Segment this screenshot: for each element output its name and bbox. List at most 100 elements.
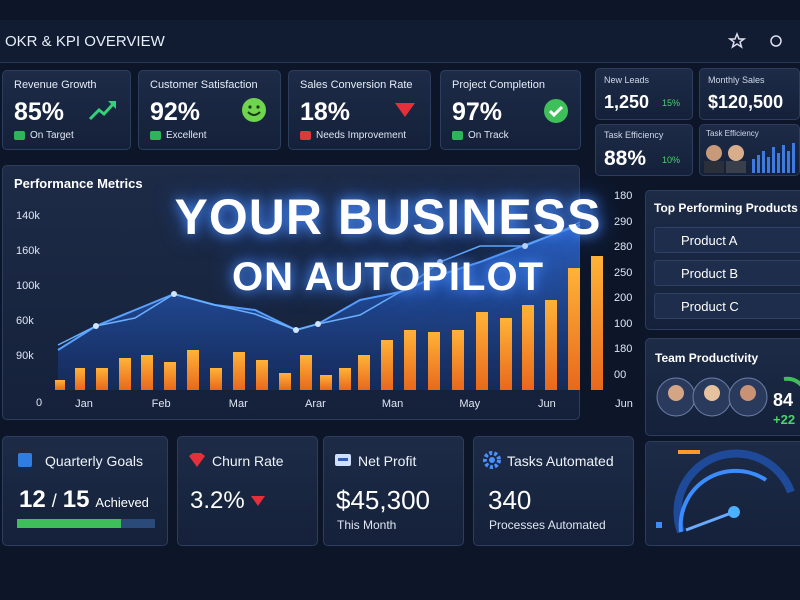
- kpi-status-text: Needs Improvement: [316, 130, 407, 141]
- goal-total: 15: [62, 486, 90, 513]
- headline: ON AUTOPILOT: [232, 255, 544, 299]
- panel-title: Performance Metrics: [14, 176, 143, 191]
- goal-note: Achieved: [95, 495, 149, 510]
- axis-label: Jun: [615, 398, 633, 410]
- down-icon: [395, 103, 415, 117]
- kpi-card: Revenue Growth 85% On Target: [2, 70, 131, 150]
- kpi-label: Customer Satisfaction: [150, 79, 258, 91]
- axis-label: 0: [36, 397, 43, 409]
- axis-label: Feb: [151, 398, 171, 410]
- card-label: Churn Rate: [212, 453, 284, 469]
- goal-sep: /: [51, 491, 57, 511]
- axis-label: Jun: [537, 398, 556, 410]
- gauge-panel: [645, 441, 800, 546]
- axis-label: 90k: [16, 350, 34, 362]
- down-icon: [251, 496, 265, 506]
- performance-chart: [55, 221, 603, 390]
- mini-card: Monthly Sales $120,500: [699, 68, 800, 120]
- kpi-status: Excellent: [150, 130, 207, 141]
- mini-graphic: [704, 143, 795, 173]
- team-value: 84: [773, 390, 794, 410]
- card-value: $45,300: [336, 485, 430, 515]
- star-icon[interactable]: [728, 32, 747, 49]
- left-axis: 140k 160k 100k 60k 90k 0: [6, 210, 46, 410]
- mini-label: New Leads: [604, 75, 650, 85]
- products-panel: Top Performing Products Product A Produc…: [645, 190, 800, 330]
- axis-label: 180: [614, 190, 633, 202]
- kpi-status-text: On Target: [30, 130, 74, 141]
- kpi-status-text: On Track: [468, 130, 509, 141]
- product-name: Product A: [681, 232, 738, 248]
- area: [58, 225, 580, 390]
- kpi-label: Project Completion: [452, 79, 545, 91]
- goal-icon: [18, 453, 32, 467]
- mini-change: 10%: [662, 155, 681, 165]
- product-row[interactable]: Product C: [654, 293, 800, 319]
- gear-icon: [483, 451, 501, 469]
- progress-track: [17, 519, 155, 528]
- mini-card: Task Efficiency: [699, 124, 800, 176]
- wallet-icon: [335, 454, 351, 466]
- axis-label: 160k: [16, 245, 40, 257]
- check-icon: [544, 99, 568, 123]
- right-axis: 180 290 280 250 200 100 180 00: [612, 190, 638, 381]
- header-title: OKR & KPI OVERVIEW: [5, 33, 165, 50]
- points: [93, 243, 528, 333]
- headline: YOUR BUSINESS: [174, 189, 602, 245]
- axis-label: 280: [614, 241, 633, 253]
- panel-title: Team Productivity: [655, 351, 759, 365]
- axis-label: 140k: [16, 210, 40, 222]
- card-value: 3.2%: [190, 487, 245, 514]
- up-icon: [88, 100, 117, 121]
- settings-icon[interactable]: [770, 35, 782, 47]
- bottom-card: Net Profit $45,300 This Month: [323, 436, 464, 546]
- axis-label: 290: [614, 215, 633, 228]
- kpi-label: Sales Conversion Rate: [300, 79, 413, 91]
- x-axis: Jan Feb Mar Arar Man May Jun Jun: [60, 398, 633, 414]
- mini-value: 88%: [604, 147, 647, 170]
- kpi-value: 18%: [300, 98, 351, 126]
- axis-label: 00: [614, 368, 627, 381]
- header-icons: [728, 32, 782, 49]
- goal-value: 12 / 15 Achieved: [19, 486, 149, 514]
- axis-label: Arar: [305, 398, 326, 410]
- smile-icon: [242, 98, 266, 122]
- kpi-card: Project Completion 97% On Track: [440, 70, 581, 150]
- mini-card: Task Efficiency 88% 10%: [595, 124, 693, 176]
- axis-label: Mar: [228, 398, 248, 410]
- kpi-status: Needs Improvement: [300, 130, 406, 141]
- card-label: Tasks Automated: [507, 453, 614, 469]
- kpi-card: Customer Satisfaction 92% Excellent: [138, 70, 281, 150]
- axis-label: 250: [614, 266, 633, 279]
- product-row[interactable]: Product A: [654, 227, 800, 253]
- kpi-value: 97%: [452, 98, 503, 126]
- card-note: This Month: [337, 518, 397, 532]
- axis-label: Man: [381, 398, 404, 410]
- axis-label: 180: [614, 343, 633, 355]
- card-value: 340: [488, 485, 532, 515]
- product-name: Product B: [681, 265, 739, 281]
- card-label: Net Profit: [358, 453, 417, 469]
- mini-label: Task Efficiency: [604, 130, 664, 140]
- mini-label: Monthly Sales: [708, 75, 765, 85]
- bottom-card: Quarterly Goals 12 / 15 Achieved: [2, 436, 168, 546]
- axis-label: 200: [614, 292, 633, 304]
- card-note: Processes Automated: [489, 518, 606, 532]
- team-change: +22: [773, 412, 796, 427]
- progress-fill: [17, 519, 121, 528]
- bottom-card: Tasks Automated 340 Processes Automated: [473, 436, 634, 546]
- header-bar: [0, 20, 800, 63]
- mini-change: 15%: [662, 98, 681, 108]
- kpi-status: On Track: [452, 130, 509, 141]
- card-label: Quarterly Goals: [45, 453, 144, 469]
- product-name: Product C: [681, 298, 739, 314]
- kpi-value: 85%: [14, 98, 65, 126]
- axis-label: 60k: [16, 315, 34, 327]
- team-panel: Team Productivity 84 +22: [645, 338, 800, 436]
- product-row[interactable]: Product B: [654, 260, 800, 286]
- kpi-status: On Target: [14, 130, 74, 141]
- team-avatars: [656, 376, 800, 417]
- churn-icon: [189, 453, 205, 467]
- mini-value: 1,250: [604, 92, 650, 112]
- panel-title: Top Performing Products: [654, 201, 798, 215]
